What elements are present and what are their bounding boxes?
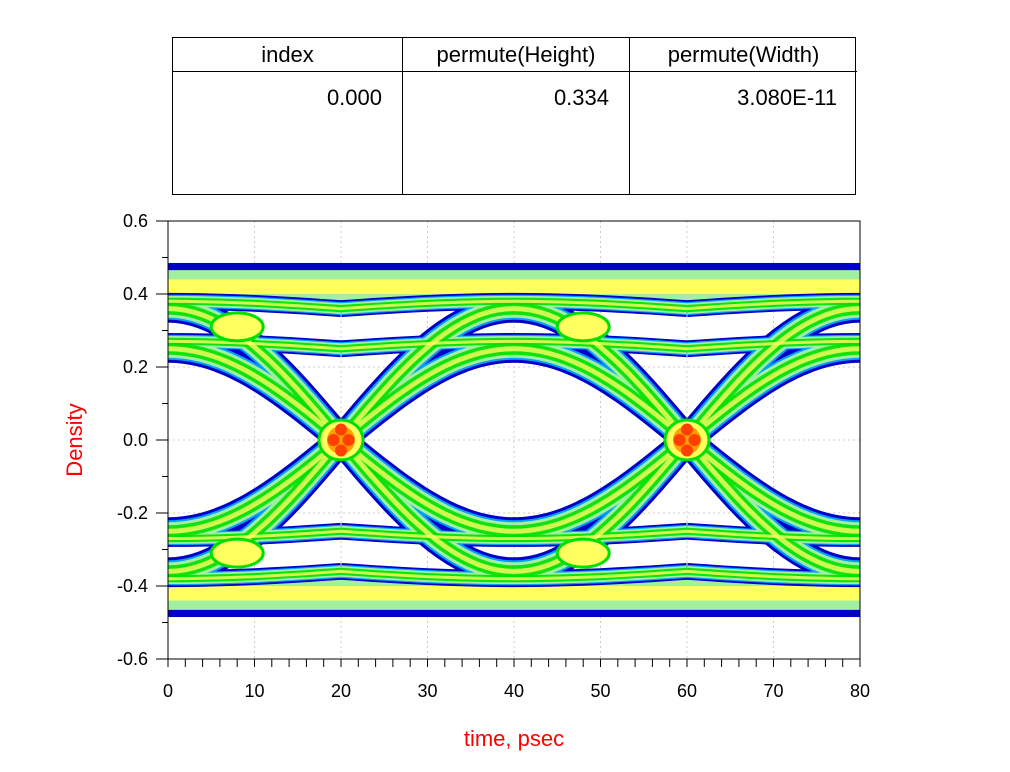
x-tick-label: 80 <box>850 681 870 701</box>
density-rail <box>168 262 860 271</box>
merge-hotspot <box>209 537 265 569</box>
table-value-cell: 0.334 <box>553 85 609 110</box>
table-header-cell: index <box>173 38 402 72</box>
density-level-band <box>340 569 688 581</box>
eye-diagram-chart: 0 10 20 30 40 50 60 70 80 -0.6 -0.4 -0.2 0.0 0.2 0.4 0.… <box>62 211 870 751</box>
x-tick-label: 40 <box>504 681 524 701</box>
table-value-cell: 0.000 <box>326 85 382 110</box>
y-tick-label: -0.6 <box>117 649 148 669</box>
eye-density-plot <box>168 262 860 618</box>
density-level-band <box>340 529 688 540</box>
table-column: permute(Width) 3.080E-11 <box>629 38 857 194</box>
crossing-peak <box>335 423 347 436</box>
table-header-cell: permute(Height) <box>403 38 629 72</box>
crossing-peak <box>335 444 347 457</box>
density-level-band <box>686 299 860 311</box>
x-axis-title: time, psec <box>464 726 564 751</box>
crossing-peak <box>681 444 693 457</box>
crossing-peak <box>681 423 693 436</box>
axes: 0 10 20 30 40 50 60 70 80 -0.6 -0.4 -0.2 0.0 0.2 0.4 0.… <box>117 211 870 701</box>
density-level-band <box>686 569 860 581</box>
x-tick-label: 60 <box>677 681 697 701</box>
table-value-cell: 3.080E-11 <box>737 85 837 110</box>
y-tick-label: 0.6 <box>123 211 148 231</box>
crossing-peak <box>673 434 686 446</box>
density-level-band <box>168 569 342 581</box>
x-tick-label: 20 <box>331 681 351 701</box>
density-level-band <box>340 339 688 351</box>
crossing-peak <box>688 434 701 446</box>
x-tick-label: 50 <box>590 681 610 701</box>
results-table: index 0.000 permute(Height) 0.334 permute(Wi… <box>172 37 857 195</box>
density-level-band <box>686 339 860 351</box>
x-tick-label: 10 <box>244 681 264 701</box>
table-header-cell: permute(Width) <box>630 38 857 72</box>
merge-hotspot <box>555 537 611 569</box>
density-level-band <box>168 339 342 351</box>
y-axis-title: Density <box>62 403 87 476</box>
crossing-core <box>673 426 701 454</box>
density-rail <box>168 279 860 294</box>
density-level-band <box>686 529 860 540</box>
density-rail <box>168 609 860 618</box>
crossing-peak <box>342 434 355 446</box>
y-tick-label: 0.2 <box>123 357 148 377</box>
crossing-peak <box>327 434 340 446</box>
table-column: index 0.000 <box>173 38 402 194</box>
x-tick-label: 0 <box>163 681 173 701</box>
density-level-band <box>340 299 688 311</box>
y-tick-label: 0.0 <box>123 430 148 450</box>
merge-hotspot <box>555 311 611 343</box>
x-tick-label: 70 <box>763 681 783 701</box>
y-tick-label: 0.4 <box>123 284 148 304</box>
density-level-band <box>168 299 342 311</box>
y-tick-label: -0.4 <box>117 576 148 596</box>
x-tick-label: 30 <box>417 681 437 701</box>
merge-hotspot <box>209 311 265 343</box>
table-column: permute(Height) 0.334 <box>402 38 629 194</box>
density-rail <box>168 586 860 601</box>
y-tick-label: -0.2 <box>117 503 148 523</box>
crossing-core <box>327 426 355 454</box>
density-level-band <box>168 529 342 540</box>
